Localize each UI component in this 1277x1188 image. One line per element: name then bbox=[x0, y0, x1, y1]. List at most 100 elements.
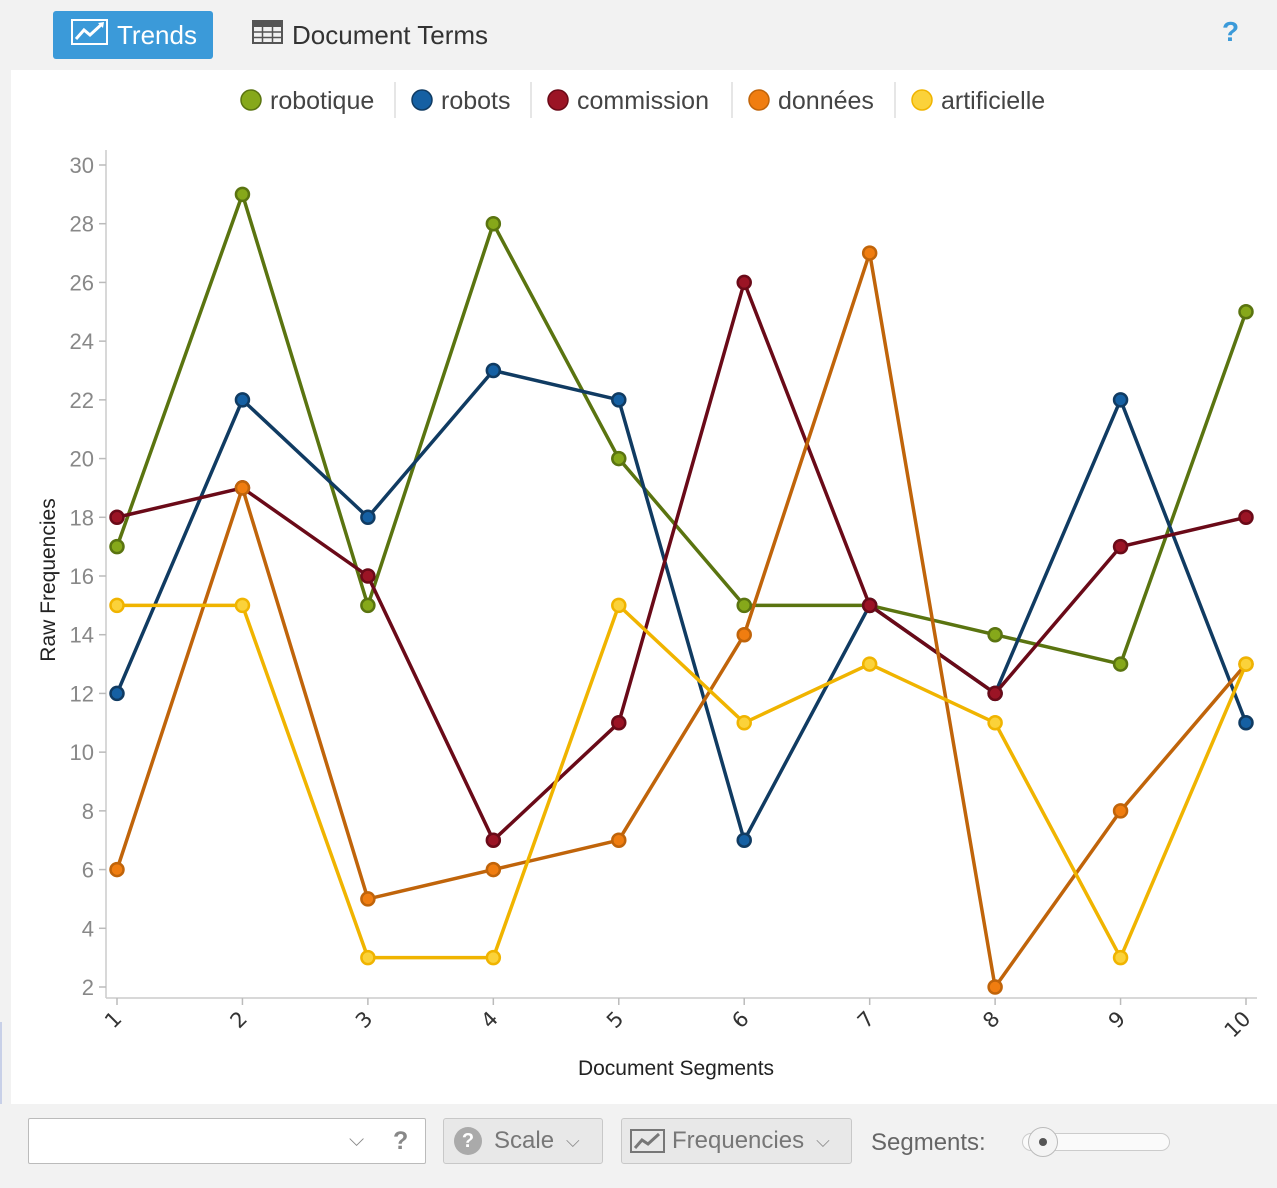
data-point[interactable] bbox=[485, 832, 502, 848]
x-tick-label: 3 bbox=[351, 1007, 377, 1033]
data-point[interactable] bbox=[987, 715, 1003, 731]
data-point[interactable] bbox=[611, 450, 627, 467]
combo-help-icon[interactable]: ? bbox=[393, 1127, 409, 1155]
y-tick-label: 24 bbox=[70, 329, 94, 354]
chart-panel bbox=[11, 70, 1277, 1104]
series-points bbox=[109, 186, 1254, 995]
bottom-toolbar: ⌵ ? ? Scale ⌵ Frequencies ⌵ Segments: bbox=[0, 1104, 1277, 1188]
data-point[interactable] bbox=[861, 597, 878, 614]
data-point[interactable] bbox=[485, 362, 502, 379]
x-tick-label: 4 bbox=[476, 1007, 502, 1033]
segments-slider-handle[interactable] bbox=[1028, 1127, 1058, 1157]
data-point[interactable] bbox=[360, 509, 376, 526]
y-tick-label: 20 bbox=[70, 447, 94, 472]
data-point[interactable] bbox=[234, 186, 251, 203]
tab-document-terms[interactable]: Document Terms bbox=[252, 11, 488, 59]
x-tick-label: 7 bbox=[853, 1007, 879, 1033]
legend-label: robots bbox=[441, 87, 510, 115]
x-tick-label: 1 bbox=[100, 1007, 126, 1033]
y-tick-label: 28 bbox=[70, 212, 94, 237]
data-point[interactable] bbox=[1112, 949, 1129, 966]
series-line bbox=[115, 368, 1248, 842]
legend-item[interactable]: robotique bbox=[240, 87, 374, 115]
term-search-combobox[interactable]: ⌵ ? bbox=[28, 1118, 426, 1164]
segments-label: Segments: bbox=[871, 1129, 986, 1156]
data-point[interactable] bbox=[109, 685, 125, 702]
data-point[interactable] bbox=[611, 597, 627, 614]
data-point[interactable] bbox=[485, 949, 502, 966]
frequencies-label: Frequencies bbox=[672, 1127, 805, 1154]
data-point[interactable] bbox=[736, 274, 752, 291]
y-tick-label: 6 bbox=[82, 858, 94, 883]
legend-item[interactable]: commission bbox=[547, 87, 709, 115]
data-point[interactable] bbox=[1112, 656, 1129, 672]
help-icon[interactable]: ? bbox=[1222, 16, 1240, 47]
data-point[interactable] bbox=[1238, 656, 1254, 672]
data-point[interactable] bbox=[987, 626, 1003, 643]
legend-item[interactable]: artificielle bbox=[911, 87, 1045, 115]
line-chart-icon bbox=[630, 1128, 666, 1154]
data-point[interactable] bbox=[360, 597, 376, 614]
scale-label: Scale bbox=[494, 1127, 555, 1154]
data-point[interactable] bbox=[109, 861, 125, 878]
data-point[interactable] bbox=[360, 568, 376, 584]
x-tick-label: 2 bbox=[226, 1007, 252, 1033]
data-point[interactable] bbox=[109, 597, 125, 614]
data-point[interactable] bbox=[234, 597, 251, 614]
data-point[interactable] bbox=[1112, 803, 1129, 819]
data-point[interactable] bbox=[109, 538, 125, 555]
legend-swatch bbox=[411, 89, 433, 111]
data-point[interactable] bbox=[987, 979, 1003, 995]
scale-button[interactable]: ? Scale ⌵ bbox=[443, 1118, 603, 1164]
data-point[interactable] bbox=[1238, 509, 1254, 526]
series-line bbox=[117, 603, 1248, 960]
data-point[interactable] bbox=[360, 949, 376, 966]
legend-swatch bbox=[911, 89, 933, 111]
data-point[interactable] bbox=[1112, 392, 1129, 408]
x-tick-label: 10 bbox=[1220, 1007, 1256, 1043]
data-point[interactable] bbox=[1238, 715, 1254, 731]
legend-label: artificielle bbox=[941, 87, 1045, 115]
data-point[interactable] bbox=[234, 392, 251, 408]
series-line bbox=[115, 192, 1248, 666]
question-circle-icon: ? bbox=[454, 1127, 482, 1155]
chevron-down-icon: ⌵ bbox=[816, 1130, 830, 1151]
x-tick-label: 5 bbox=[602, 1007, 628, 1033]
data-point[interactable] bbox=[611, 715, 627, 731]
table-icon bbox=[252, 19, 284, 52]
chart-legend: robotique robots commission données artifici… bbox=[240, 82, 1045, 118]
data-point[interactable] bbox=[1238, 304, 1254, 320]
data-point[interactable] bbox=[109, 509, 125, 526]
y-tick-label: 16 bbox=[70, 564, 94, 589]
legend-swatch bbox=[547, 89, 569, 111]
y-axis-title: Raw Frequencies bbox=[37, 498, 60, 661]
data-point[interactable] bbox=[485, 861, 502, 878]
data-point[interactable] bbox=[611, 832, 627, 848]
y-tick-label: 4 bbox=[82, 916, 94, 941]
tab-trends[interactable]: Trends bbox=[53, 11, 213, 59]
data-point[interactable] bbox=[736, 626, 752, 643]
y-tick-label: 2 bbox=[82, 975, 94, 1000]
y-tick-label: 10 bbox=[70, 740, 94, 765]
chevron-down-icon[interactable]: ⌵ bbox=[349, 1129, 365, 1151]
data-point[interactable] bbox=[611, 392, 627, 408]
y-tick-label: 8 bbox=[82, 799, 94, 824]
frequencies-button[interactable]: Frequencies ⌵ bbox=[621, 1118, 852, 1164]
segments-slider-track[interactable] bbox=[1022, 1133, 1170, 1151]
data-point[interactable] bbox=[736, 715, 752, 731]
data-point[interactable] bbox=[360, 891, 376, 907]
y-tick-label: 18 bbox=[70, 505, 94, 530]
data-point[interactable] bbox=[861, 245, 878, 261]
legend-item[interactable]: robots bbox=[411, 87, 510, 115]
y-tick-label: 22 bbox=[70, 388, 94, 413]
data-point[interactable] bbox=[485, 215, 502, 232]
legend-item[interactable]: données bbox=[748, 87, 874, 115]
x-axis-title: Document Segments bbox=[578, 1057, 774, 1080]
data-point[interactable] bbox=[234, 480, 251, 496]
data-point[interactable] bbox=[861, 656, 878, 672]
data-point[interactable] bbox=[1112, 538, 1129, 555]
panel-edge bbox=[0, 1022, 2, 1104]
data-point[interactable] bbox=[987, 685, 1003, 702]
data-point[interactable] bbox=[736, 832, 752, 848]
data-point[interactable] bbox=[736, 597, 752, 614]
